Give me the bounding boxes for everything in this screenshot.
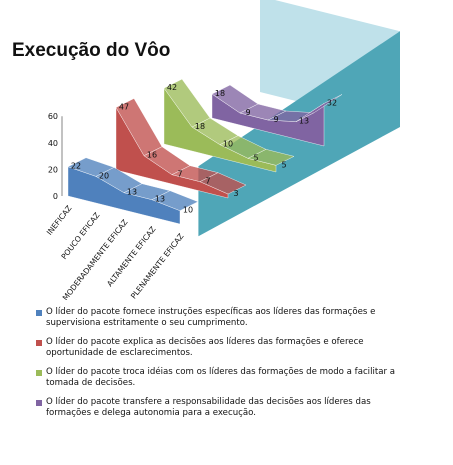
data-label: 22 (71, 162, 81, 171)
chart-area: 18 9 9 13 32 42 18 10 5 5 47 16 7 7 3 22 20 13 13 10 0 20 40 6… (12, 0, 400, 300)
data-label: 9 (245, 108, 250, 117)
legend-label: O líder do pacote transfere a responsabi… (46, 397, 371, 418)
y-tick-label: 60 (48, 112, 58, 121)
data-label: 18 (215, 89, 225, 98)
data-label: 13 (299, 117, 309, 126)
chart-svg: 18 9 9 13 32 42 18 10 5 5 47 16 7 7 3 22 20 13 13 10 0 20 40 6… (45, 0, 400, 300)
data-label: 10 (223, 140, 233, 149)
data-label: 7 (177, 170, 182, 179)
legend-swatch (36, 310, 42, 316)
legend-swatch (36, 370, 42, 376)
series-top-surface (199, 172, 247, 195)
series-ribbon-1: 22 20 13 13 10 (67, 157, 199, 225)
data-label: 5 (281, 160, 286, 169)
series-top-surface (247, 149, 295, 166)
series-ribbon-4: 18 9 9 13 32 (211, 84, 343, 147)
data-label: 13 (155, 195, 165, 204)
data-label: 10 (183, 206, 193, 215)
y-tick-label: 40 (48, 139, 58, 148)
series-top-surface (295, 94, 343, 122)
data-label: 20 (99, 171, 109, 180)
legend-item-2: O líder do pacote explica as decisões ao… (36, 337, 416, 359)
data-label: 18 (195, 122, 205, 131)
category-label: INEFICAZ (45, 204, 74, 237)
series-top-surface (151, 190, 199, 211)
y-tick-label: 20 (48, 165, 58, 174)
legend-swatch (36, 340, 42, 346)
data-label: 47 (119, 102, 129, 111)
data-label: 42 (167, 83, 177, 92)
legend-item-4: O líder do pacote transfere a responsabi… (36, 397, 416, 419)
chart-title: Execução do Vôo (12, 40, 171, 61)
chart-legend: O líder do pacote fornece instruções esp… (36, 307, 416, 427)
series-ribbon-3: 42 18 10 5 5 (163, 78, 295, 173)
data-label: 13 (127, 188, 137, 197)
data-label: 9 (273, 115, 278, 124)
legend-item-3: O líder do pacote troca idéias com os lí… (36, 367, 416, 389)
data-label: 32 (327, 98, 337, 107)
data-label: 16 (147, 151, 157, 160)
series-ribbon-2: 47 16 7 7 3 (115, 98, 247, 199)
data-label: 3 (233, 189, 238, 198)
legend-swatch (36, 400, 42, 406)
legend-label: O líder do pacote explica as decisões ao… (46, 337, 364, 358)
legend-label: O líder do pacote troca idéias com os lí… (46, 367, 396, 388)
data-label: 5 (253, 153, 258, 162)
legend-label: O líder do pacote fornece instruções esp… (46, 307, 376, 328)
data-label: 7 (205, 177, 210, 186)
legend-item-1: O líder do pacote fornece instruções esp… (36, 307, 416, 329)
y-tick-label: 0 (53, 192, 58, 201)
category-label: MODERADAMENTE EFICAZ (61, 218, 130, 300)
